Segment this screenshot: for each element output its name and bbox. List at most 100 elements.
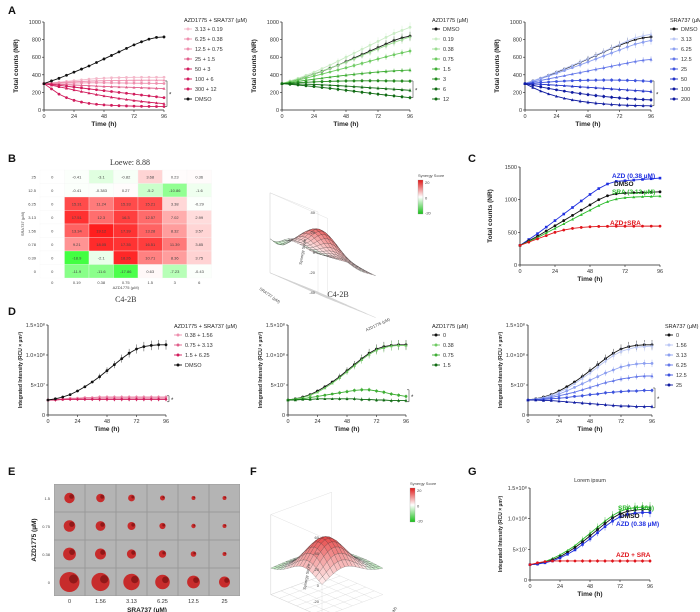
data-point [110,54,113,57]
data-point [562,212,566,216]
x-axis-title: Time (h) [577,276,602,283]
data-point [408,96,412,100]
data-point [549,397,553,401]
spheroid-core [193,524,196,527]
legend-title: AZD1775 (µM) [432,18,468,24]
data-point [328,70,332,74]
data-point [345,397,349,400]
data-point [117,78,121,82]
data-point [376,57,380,61]
data-point [312,82,316,86]
data-point [632,195,636,199]
data-point [304,78,308,82]
data-point [117,91,121,94]
z-tick-label: 40 [315,551,320,556]
data-point [384,43,388,47]
data-point [155,78,158,82]
data-point [648,511,652,514]
data-point [57,92,61,96]
data-point [320,69,324,73]
series-AZD + SRA [528,558,652,567]
data-point [573,382,576,385]
data-point [588,402,592,405]
data-point [404,399,408,402]
data-point [580,394,584,398]
heatmap-cell-value: -11.9 [72,269,82,274]
data-point [80,89,83,93]
data-point [368,91,372,95]
data-point [368,79,372,83]
data-point [658,190,662,194]
x-axis-title: Time (h) [91,121,116,128]
heatmap-cell-value: 8.36 [171,255,180,260]
y-tick-label: 1000 [267,20,279,26]
legend-marker [434,57,438,61]
legend-marker [434,343,438,347]
data-point [649,57,653,61]
x-axis-title: AZD1775 (µM) [380,605,398,612]
legend-marker [672,87,676,91]
data-point [102,76,106,80]
data-point [614,224,618,228]
y-tick-label: 200 [270,90,279,96]
data-point [588,225,592,229]
y-tick-label: 1500 [505,165,517,171]
legend-title: SRA737 (µM) [665,324,699,330]
data-point [140,86,143,89]
data-point [588,193,592,196]
significance-bracket [407,389,410,403]
heatmap-col-label: 3 [174,280,177,285]
data-point [112,363,116,366]
heatmap-col-label: 0.75 [122,280,131,285]
spheroid-core [193,551,196,555]
data-point [586,78,590,82]
series-0.19 [280,22,412,85]
legend-marker [434,97,438,101]
data-point [555,88,558,92]
data-point [562,69,566,72]
legend-label: 1.5 [443,67,451,73]
data-point [293,398,297,402]
data-point [588,208,592,212]
data-point [588,385,592,389]
data-point [565,387,569,390]
data-point [523,82,527,85]
data-point [157,343,161,347]
data-point [323,393,327,397]
data-point [578,99,582,103]
data-point [95,79,98,83]
data-point [404,343,408,347]
heatmap-cell-value: -0.29 [195,201,205,206]
y-axis-title: Integrated Intensity (RCU × µm²) [498,331,504,408]
panel-label-D: D [8,306,16,318]
data-point [162,86,166,90]
data-point [578,79,582,82]
data-point [611,354,615,357]
data-point [557,399,561,403]
grid-row-label: 0.38 [42,552,51,557]
data-point [641,58,645,62]
z-tick-label: 0 [313,250,316,255]
x-tick-label: 24 [71,114,77,120]
data-point [650,362,654,365]
data-point [603,559,607,563]
data-point [95,81,98,85]
legend-marker [434,333,438,337]
heatmap-cell-value: 11.39 [170,242,180,247]
heatmap-cell-value: -18.9 [72,255,82,260]
data-point [400,38,404,41]
data-point [336,79,340,83]
data-point [555,94,558,98]
data-point [72,85,76,89]
chart-D3: 0 24 48 72 96 0 5×10⁷ 1.0×10⁸ 1.5×10⁸ Time (h) Int… [498,322,699,433]
data-point [87,77,91,81]
data-point [539,82,543,86]
data-point [570,79,574,83]
data-point [596,402,600,406]
data-point [98,375,102,378]
data-point [625,61,629,65]
significance-bracket [411,80,414,98]
spheroid-core [131,523,135,527]
data-point [125,78,128,82]
z-tick-label: 20 [311,230,316,235]
